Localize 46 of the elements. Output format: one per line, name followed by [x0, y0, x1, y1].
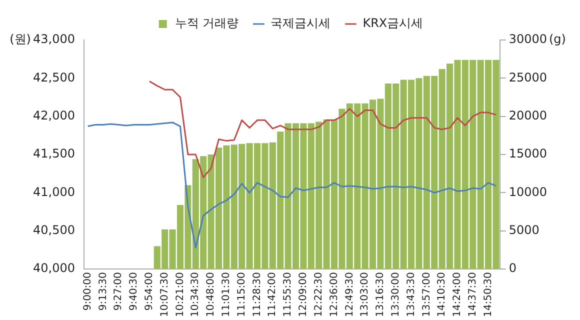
x-tick-label: 9:00:00	[82, 272, 94, 311]
y-tick-label: 42,000	[32, 108, 75, 122]
y-tick-label: 40,000	[32, 261, 75, 276]
x-tick-label: 10:07:30	[159, 272, 170, 318]
y-tick-label: 42,500	[32, 70, 75, 84]
y2-tick-label: 5000	[508, 223, 540, 238]
x-tick-label: 12:36:00	[328, 272, 340, 318]
legend-label: 국제금시세	[270, 16, 331, 30]
y-tick-label: 41,500	[32, 146, 75, 161]
x-tick-label: 9:40:30	[128, 272, 140, 311]
x-tick-label: 11:55:30	[282, 272, 294, 318]
x-tick-label: 13:57:00	[421, 272, 432, 318]
x-tick-label: 9:54:00	[144, 272, 156, 311]
x-tick-label: 9:13:30	[98, 272, 109, 311]
x-tick-label: 11:42:00	[267, 272, 278, 318]
x-tick-label: 13:43:30	[406, 272, 417, 318]
x-tick-label: 10:21:00	[174, 272, 186, 318]
y2-tick-label: 15000	[508, 146, 548, 161]
y-tick-label: 43,000	[32, 32, 75, 46]
x-tick-label: 14:10:30	[436, 272, 448, 318]
x-tick-label: 10:48:00	[206, 272, 217, 318]
y2-tick-label: 20000	[508, 108, 548, 122]
x-tick-label: 14:24:00	[452, 272, 464, 318]
x-tick-label: 9:27:00	[113, 272, 124, 311]
x-tick-label: 11:01:30	[221, 272, 232, 318]
x-tick-label: 14:37:30	[467, 272, 478, 318]
y2-tick-label: 0	[508, 261, 516, 276]
x-tick-label: 13:03:00	[360, 272, 371, 318]
y2-tick-label: 10000	[508, 184, 548, 199]
x-tick-label: 13:30:00	[390, 272, 402, 318]
y2-tick-label: 30000	[508, 32, 548, 46]
y2-tick-label: 25000	[508, 70, 548, 84]
x-tick-label: 11:28:30	[252, 272, 263, 318]
x-tick-label: 12:22:30	[313, 272, 324, 318]
y-tick-label: 40,500	[32, 223, 75, 238]
x-tick-label: 12:49:30	[344, 272, 356, 318]
legend-label: 누적 거래량	[174, 16, 239, 30]
x-tick-label: 12:09:00	[298, 272, 310, 318]
legend-label: KRX금시세	[362, 16, 424, 30]
x-tick-label: 10:34:30	[190, 272, 202, 318]
x-tick-label: 14:50:30	[482, 272, 494, 318]
y2-axis-title: (g)	[549, 32, 566, 46]
y-axis-title: (원)	[10, 32, 31, 46]
x-tick-label: 13:16:30	[375, 272, 386, 318]
x-tick-label: 11:15:00	[236, 272, 248, 318]
y-tick-label: 41,000	[32, 184, 75, 199]
